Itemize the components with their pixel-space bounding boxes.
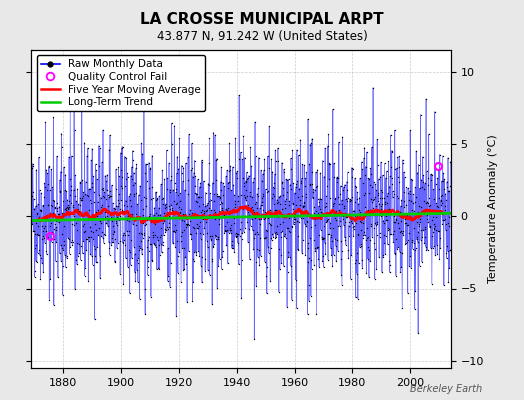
Y-axis label: Temperature Anomaly (°C): Temperature Anomaly (°C): [488, 135, 498, 283]
Text: LA CROSSE MUNICIPAL ARPT: LA CROSSE MUNICIPAL ARPT: [140, 12, 384, 27]
Legend: Raw Monthly Data, Quality Control Fail, Five Year Moving Average, Long-Term Tren: Raw Monthly Data, Quality Control Fail, …: [37, 55, 205, 111]
Text: 43.877 N, 91.242 W (United States): 43.877 N, 91.242 W (United States): [157, 30, 367, 43]
Text: Berkeley Earth: Berkeley Earth: [410, 384, 482, 394]
